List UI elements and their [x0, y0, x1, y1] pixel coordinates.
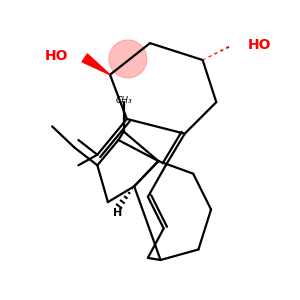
Text: CH₃: CH₃	[116, 96, 132, 105]
Text: H: H	[113, 208, 122, 218]
Text: HO: HO	[44, 49, 68, 63]
Text: HO: HO	[248, 38, 272, 52]
Polygon shape	[82, 54, 110, 75]
Circle shape	[109, 40, 147, 78]
